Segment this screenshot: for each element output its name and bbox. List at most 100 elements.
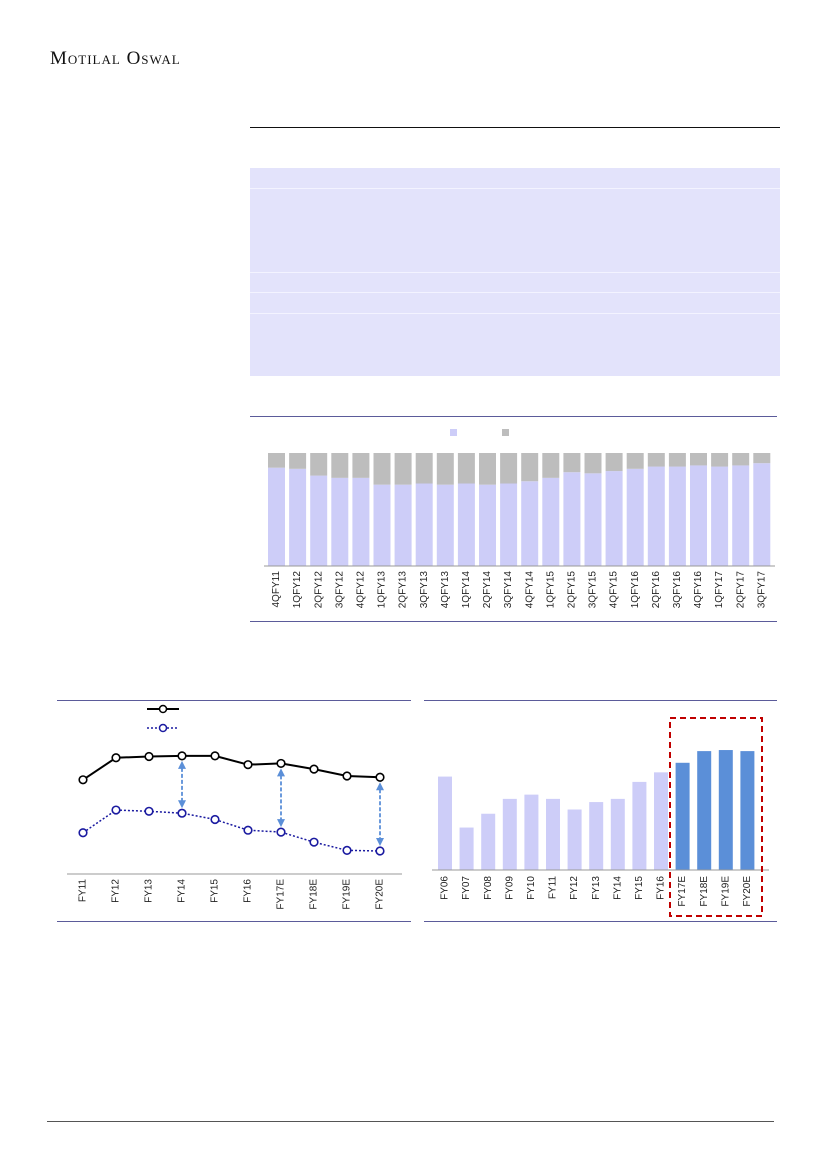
bar-segment-series-1 <box>289 468 307 566</box>
bar-segment-series-2 <box>310 453 328 476</box>
x-tick-label: FY20E <box>742 876 753 907</box>
table-row-divider <box>250 272 780 273</box>
bar-forecast <box>740 751 755 870</box>
x-tick-label: 3QFY16 <box>672 571 683 609</box>
x-tick-label: FY17E <box>276 879 287 910</box>
gap-arrow-head-down <box>277 819 285 828</box>
bar-actual <box>567 809 582 870</box>
x-tick-label: 2QFY15 <box>567 571 578 609</box>
series-2-point <box>78 828 88 838</box>
bar-actual <box>589 802 604 870</box>
bar-segment-series-2 <box>753 453 771 464</box>
series-2-line <box>82 809 381 852</box>
x-tick-label: 1QFY15 <box>545 571 556 609</box>
bar-actual <box>438 776 452 870</box>
x-tick-label: 3QFY15 <box>588 571 599 609</box>
bar-segment-series-2 <box>394 453 412 485</box>
series-1-point <box>375 772 385 782</box>
x-tick-label: FY19E <box>342 879 353 910</box>
bar-segment-series-2 <box>415 453 433 484</box>
series-2-point <box>342 845 352 855</box>
bar-forecast <box>718 750 733 870</box>
bar-segment-series-1 <box>647 466 665 566</box>
brand-logo: Motilal Oswal <box>50 48 181 69</box>
x-tick-label: 4QFY15 <box>609 571 620 609</box>
series-1-line <box>82 754 381 781</box>
chart2-top-rule <box>57 700 411 701</box>
table-row-divider <box>250 292 780 293</box>
x-tick-label: FY15 <box>634 876 645 900</box>
bar-segment-series-2 <box>711 453 729 467</box>
x-tick-label: 1QFY12 <box>292 571 303 609</box>
x-tick-label: 4QFY14 <box>524 571 535 609</box>
legend-marker-series-2 <box>158 723 168 733</box>
bar-segment-series-2 <box>584 453 602 474</box>
bar-segment-series-2 <box>563 453 581 473</box>
bar-segment-series-2 <box>331 453 349 478</box>
bar-actual <box>481 813 496 870</box>
x-tick-label: FY11 <box>78 879 89 903</box>
bar-forecast <box>697 751 712 870</box>
x-tick-label: FY06 <box>440 876 451 900</box>
x-tick-label: FY12 <box>111 879 122 903</box>
chart1-bottom-rule <box>250 621 777 622</box>
x-tick-label: FY13 <box>144 879 155 903</box>
bar-segment-series-1 <box>605 471 623 566</box>
x-tick-label: FY14 <box>612 876 623 900</box>
bar-segment-series-1 <box>457 483 475 566</box>
bar-segment-series-2 <box>690 453 707 466</box>
chart2-bottom-rule <box>57 921 411 922</box>
bar-segment-series-2 <box>268 453 285 468</box>
series-1-point <box>309 764 319 774</box>
bar-actual <box>546 798 560 870</box>
x-tick-label: 4QFY13 <box>440 571 451 609</box>
bar-segment-series-1 <box>584 473 602 566</box>
x-tick-label: FY12 <box>569 876 580 900</box>
bar-segment-series-2 <box>352 453 370 478</box>
x-tick-label: 4QFY12 <box>356 571 367 609</box>
x-tick-label: 3QFY13 <box>419 571 430 609</box>
series-1-point <box>276 758 286 769</box>
bar-segment-series-2 <box>605 453 623 472</box>
x-tick-label: 4QFY16 <box>693 571 704 609</box>
x-tick-label: 4QFY11 <box>271 571 282 608</box>
x-tick-label: FY20E <box>375 879 386 910</box>
bar-segment-series-1 <box>436 484 454 566</box>
series-1-point <box>78 775 88 785</box>
x-tick-label: FY19E <box>720 876 731 907</box>
series-1-point <box>243 760 253 770</box>
bar-segment-series-1 <box>373 484 391 566</box>
stacked-share-chart: 4QFY11 1QFY12 2QFY12 3QFY12 4QFY12 1QFY13 2QFY… <box>264 429 775 609</box>
bar-segment-series-2 <box>479 453 496 485</box>
series-2-point <box>144 806 154 816</box>
bar-segment-series-2 <box>732 453 750 466</box>
series-2-point <box>309 837 319 847</box>
bar-segment-series-1 <box>753 463 771 566</box>
bar-segment-series-1 <box>268 467 285 566</box>
bar-segment-series-2 <box>668 453 686 467</box>
x-tick-label: FY10 <box>526 876 537 900</box>
bar-segment-series-1 <box>711 466 729 566</box>
bar-segment-series-1 <box>331 477 349 566</box>
bar-actual <box>524 794 539 870</box>
forecast-highlight-box <box>669 717 763 917</box>
series-2-point <box>375 846 385 856</box>
bar-forecast <box>675 762 690 870</box>
table-row-divider <box>250 188 780 189</box>
table-top-rule <box>250 127 780 128</box>
bar-segment-series-2 <box>647 453 665 467</box>
x-tick-label: 2QFY14 <box>482 571 493 609</box>
x-tick-label: FY18E <box>309 879 320 910</box>
x-tick-label: FY11 <box>548 876 559 900</box>
gap-arrow-head-up <box>376 782 384 791</box>
series-2-point <box>177 808 187 818</box>
x-tick-label: FY14 <box>177 879 188 903</box>
x-tick-label: 3QFY17 <box>756 571 767 609</box>
x-tick-label: 1QFY14 <box>461 571 472 609</box>
x-tick-label: FY18E <box>699 876 710 907</box>
x-tick-label: 3QFY12 <box>334 571 345 609</box>
bar-segment-series-1 <box>310 475 328 566</box>
bar-segment-series-1 <box>542 477 560 566</box>
bar-segment-series-1 <box>563 472 581 566</box>
bar-segment-series-1 <box>690 465 707 566</box>
